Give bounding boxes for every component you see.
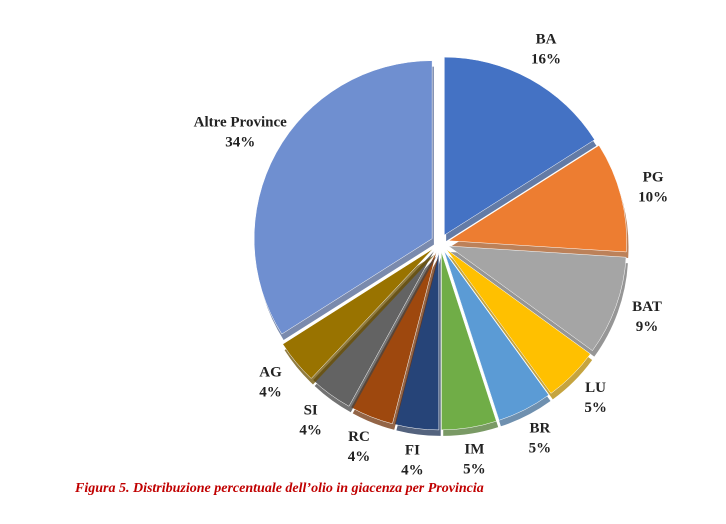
slice: [443, 250, 550, 421]
slice-label: AG: [259, 365, 282, 381]
slice-value-label: 4%: [259, 385, 282, 401]
slice-label: IM: [464, 442, 484, 458]
slice-value-label: 9%: [636, 319, 659, 335]
slice: [441, 251, 497, 431]
slice-label: LU: [585, 380, 606, 396]
slice-value-label: 4%: [348, 449, 371, 465]
slice: [253, 60, 433, 335]
slice: [444, 56, 595, 236]
slice-value-label: 5%: [584, 400, 607, 416]
slice-value-label: 34%: [225, 135, 255, 151]
slice-value-label: 4%: [299, 422, 322, 438]
slice-value-label: 4%: [401, 463, 424, 479]
slice-label: RC: [348, 429, 370, 445]
slice: [447, 145, 627, 253]
caption: Figura 5. Distribuzione percentuale dell…: [74, 481, 484, 496]
slice-label: FI: [405, 443, 420, 459]
slice-label: BR: [529, 420, 550, 436]
slice-label: BA: [536, 32, 557, 48]
slice-label: BAT: [632, 299, 662, 315]
slice-label: PG: [643, 170, 664, 186]
slice: [447, 245, 627, 352]
slice-label: SI: [304, 402, 318, 418]
slice-value-label: 16%: [531, 52, 561, 68]
slice-value-label: 5%: [463, 462, 486, 478]
slice: [282, 248, 434, 379]
slice: [446, 249, 591, 394]
slice-label: Altre Province: [194, 115, 288, 131]
slice-value-label: 10%: [638, 190, 668, 206]
slice-value-label: 5%: [529, 440, 552, 456]
